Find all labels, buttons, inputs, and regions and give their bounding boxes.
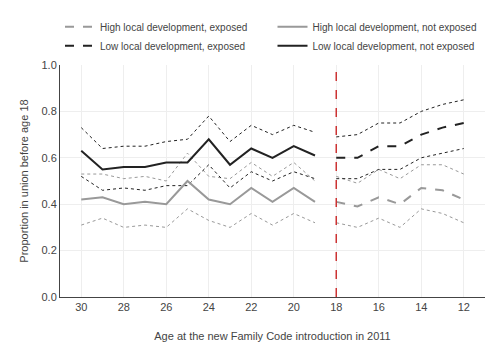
svg-text:0.6: 0.6 xyxy=(42,152,57,164)
svg-text:1.0: 1.0 xyxy=(42,59,57,71)
svg-text:24: 24 xyxy=(203,301,215,313)
svg-text:0.8: 0.8 xyxy=(42,105,57,117)
svg-text:High local development, not ex: High local development, not exposed xyxy=(313,22,477,33)
svg-text:28: 28 xyxy=(118,301,130,313)
svg-text:0.4: 0.4 xyxy=(42,198,57,210)
svg-text:12: 12 xyxy=(458,301,470,313)
svg-text:22: 22 xyxy=(245,301,257,313)
svg-text:Low local development, not exp: Low local development, not exposed xyxy=(313,41,475,52)
svg-text:Age at the new Family Code int: Age at the new Family Code introduction … xyxy=(154,330,390,342)
svg-text:High local development, expose: High local development, exposed xyxy=(100,22,247,33)
svg-text:16: 16 xyxy=(373,301,385,313)
svg-text:0.2: 0.2 xyxy=(42,244,57,256)
svg-text:0.0: 0.0 xyxy=(42,291,57,303)
svg-text:20: 20 xyxy=(288,301,300,313)
svg-text:Proportion in union before age: Proportion in union before age 18 xyxy=(18,99,30,262)
svg-text:18: 18 xyxy=(330,301,342,313)
svg-text:26: 26 xyxy=(160,301,172,313)
svg-text:30: 30 xyxy=(75,301,87,313)
svg-text:14: 14 xyxy=(415,301,427,313)
svg-text:Low local development, exposed: Low local development, exposed xyxy=(100,41,245,52)
